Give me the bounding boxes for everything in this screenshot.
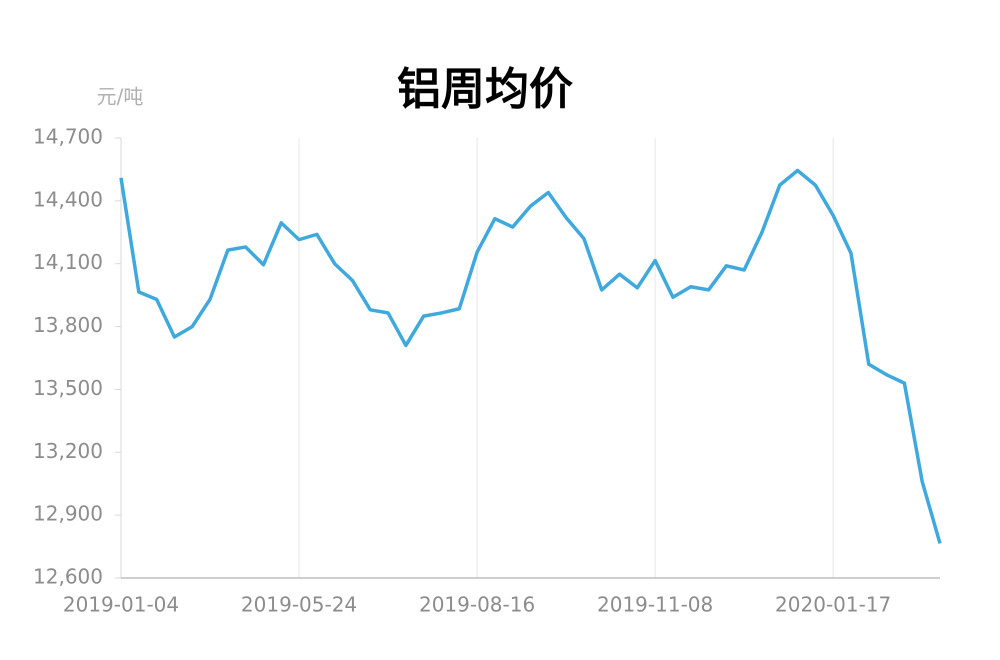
x-tick-label: 2019-11-08 xyxy=(597,593,713,617)
x-tick-label: 2019-08-16 xyxy=(419,593,535,617)
data-line xyxy=(119,168,942,544)
y-tick-label: 14,100 xyxy=(33,250,103,274)
y-tick-label: 14,700 xyxy=(33,125,103,149)
y-tick-label: 13,200 xyxy=(33,439,103,463)
x-tick-label: 2020-01-17 xyxy=(775,593,891,617)
y-unit: 元/吨 xyxy=(97,85,144,109)
y-tick-label: 12,600 xyxy=(33,565,103,589)
y-tick-label: 13,800 xyxy=(33,313,103,337)
y-tick-label: 14,400 xyxy=(33,187,103,211)
y-tick-label: 13,500 xyxy=(33,376,103,400)
x-tick-label: 2019-01-04 xyxy=(63,593,179,617)
x-tick-label: 2019-05-24 xyxy=(241,593,357,617)
chart-title: 铝周均价 xyxy=(397,64,573,115)
y-tick-label: 12,900 xyxy=(33,502,103,526)
